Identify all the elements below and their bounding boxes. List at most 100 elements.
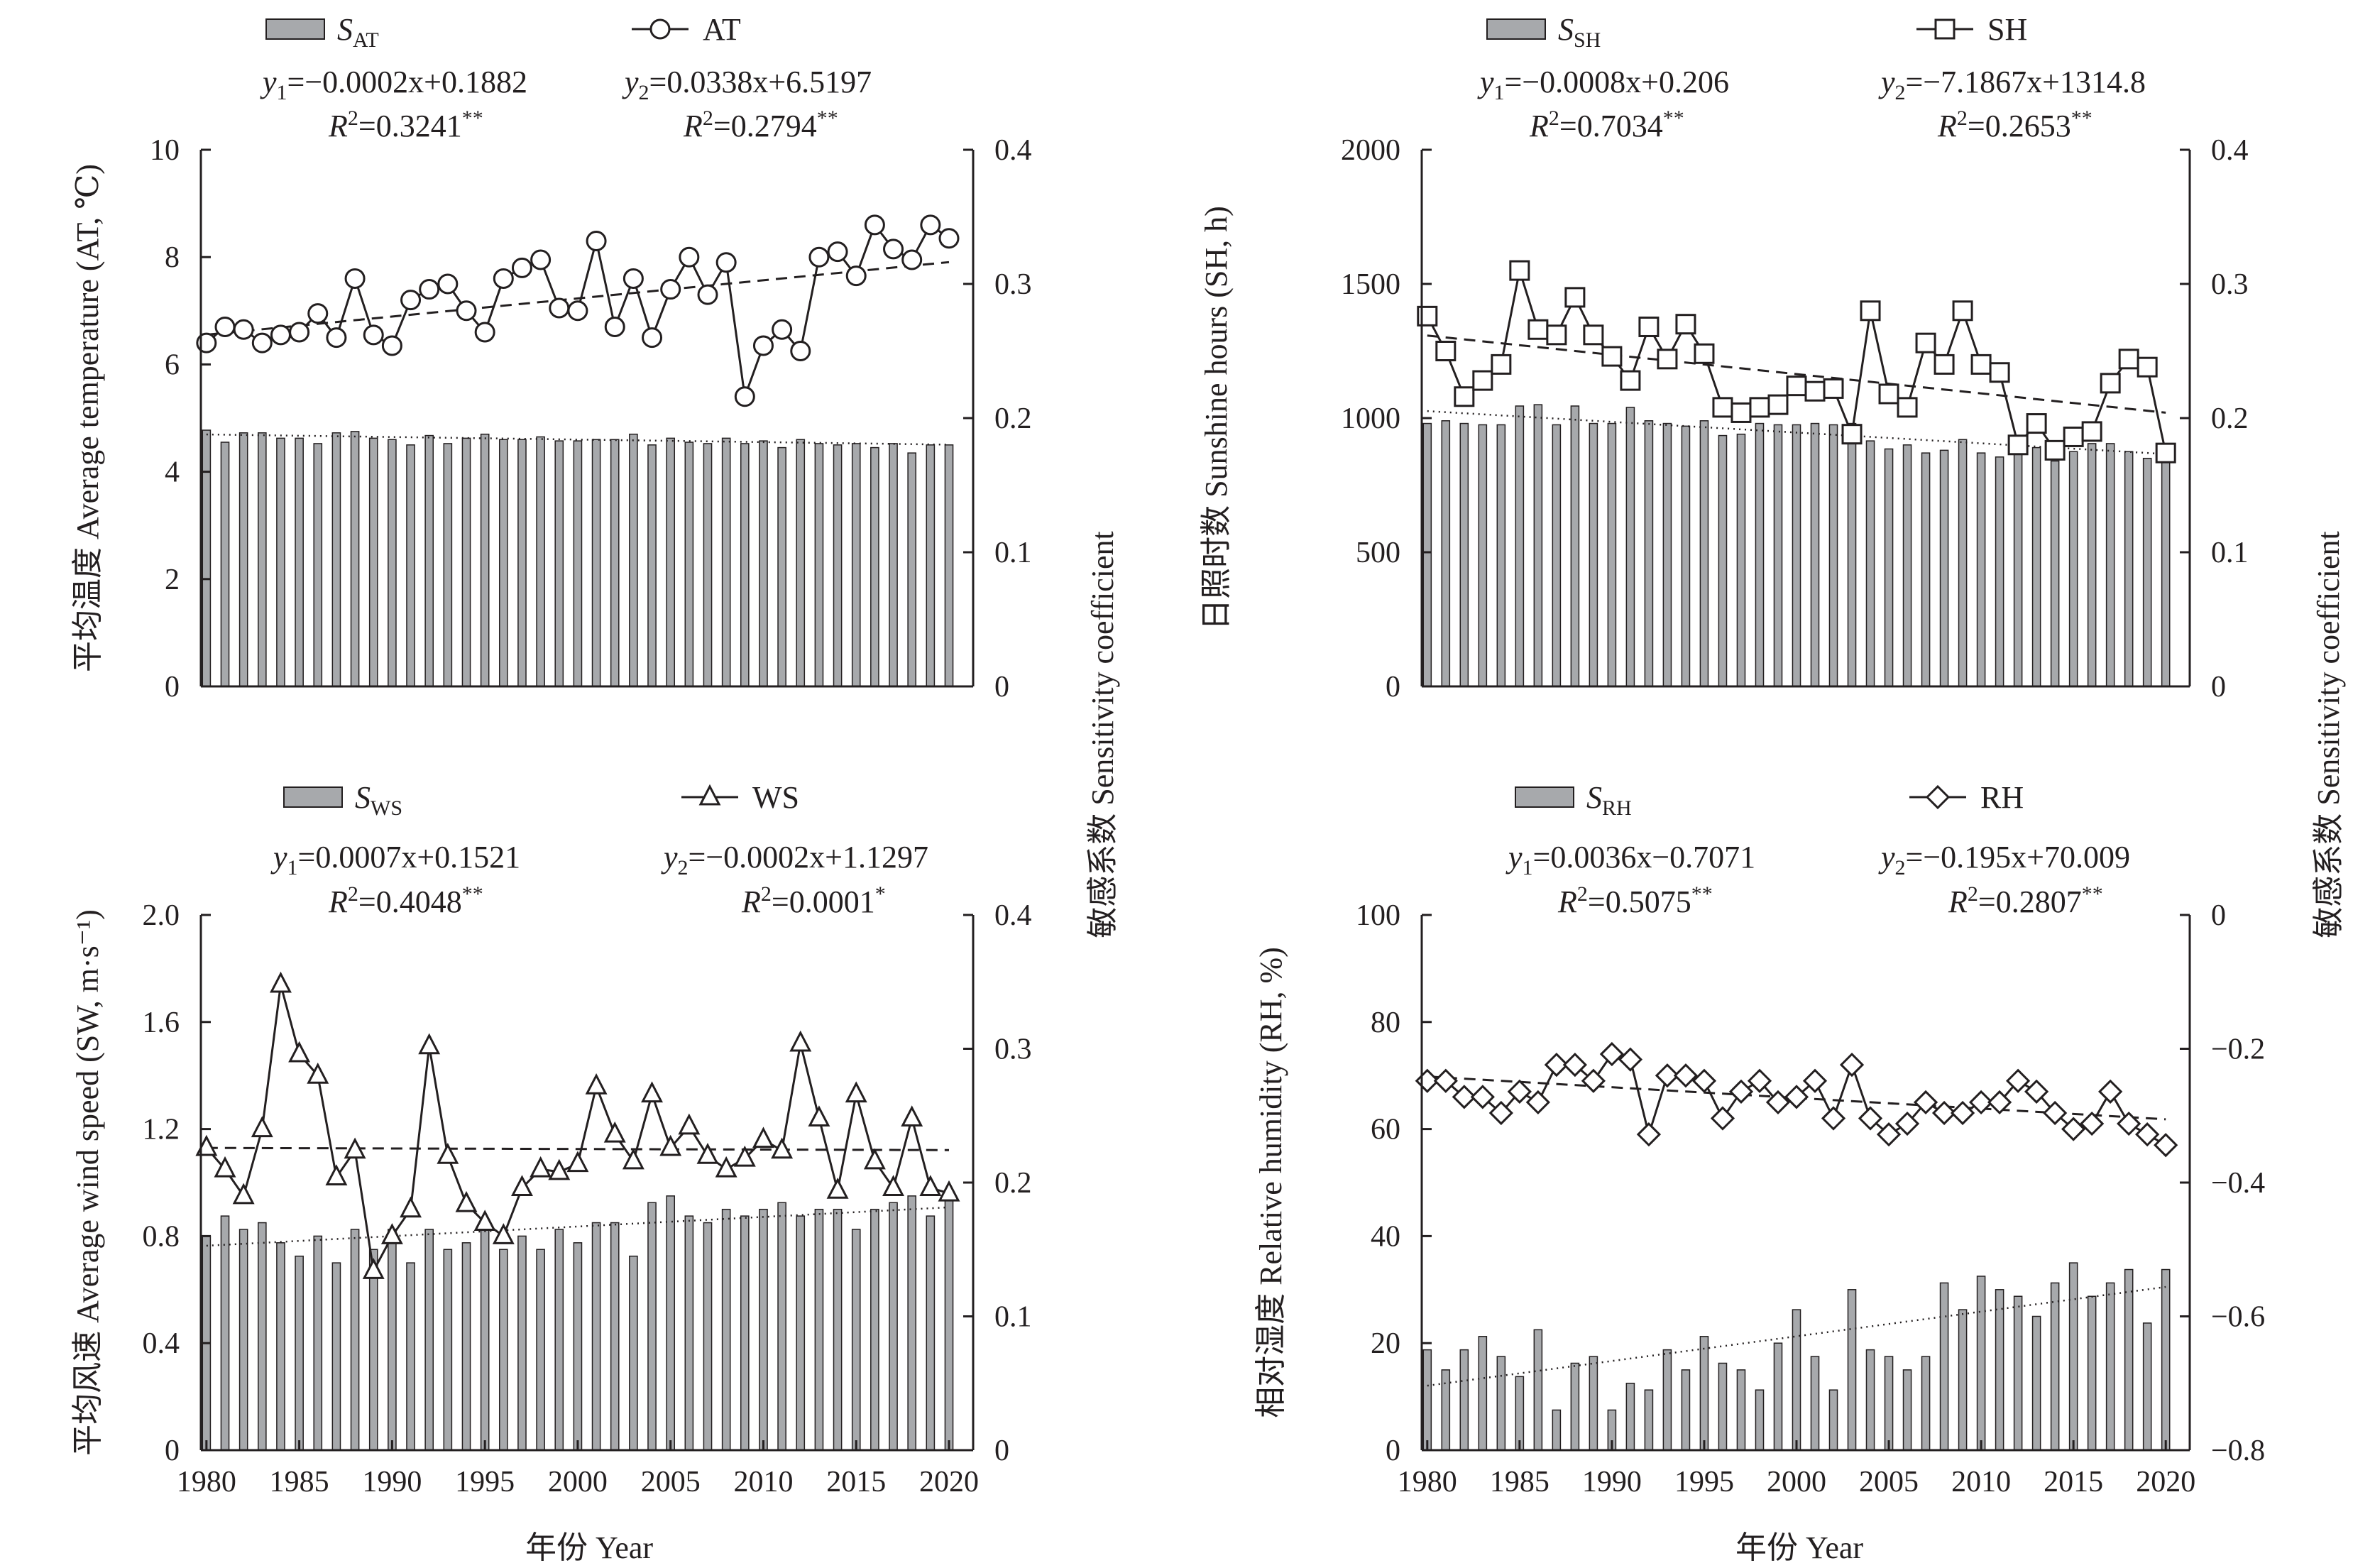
point-at-1987 xyxy=(326,327,347,349)
x-tick-label-rh-2010: 2010 xyxy=(1951,1466,2011,1498)
bar-rh-2006 xyxy=(1902,1369,1912,1451)
point-ws-1999 xyxy=(548,1158,571,1180)
bar-at-2009 xyxy=(740,443,750,687)
bar-at-1983 xyxy=(257,432,267,687)
x-tick-label-rh-2020: 2020 xyxy=(2136,1466,2195,1498)
bar-ws-1994 xyxy=(461,1242,471,1451)
point-ws-1986 xyxy=(307,1062,329,1084)
right-tick-label-rh-3: −0.2 xyxy=(2211,1034,2265,1066)
bar-at-2005 xyxy=(666,437,676,687)
bar-sh-2005 xyxy=(1884,448,1894,687)
point-at-2013 xyxy=(808,246,830,268)
bar-ws-1993 xyxy=(443,1249,453,1451)
bar-sh-1980 xyxy=(1422,422,1432,687)
bar-rh-1981 xyxy=(1441,1369,1451,1451)
point-ws-2015 xyxy=(845,1081,867,1103)
point-ws-1983 xyxy=(251,1116,273,1138)
point-ws-1996 xyxy=(492,1223,515,1244)
bar-sh-1986 xyxy=(1533,404,1543,687)
bar-at-1995 xyxy=(480,433,490,687)
bar-sh-1985 xyxy=(1515,405,1525,687)
left-tick-label-at-1: 2 xyxy=(165,564,180,596)
bar-at-2012 xyxy=(796,439,806,687)
bar-ws-1983 xyxy=(257,1222,267,1451)
point-at-1983 xyxy=(251,332,273,353)
bar-sh-1983 xyxy=(1478,424,1488,687)
bar-at-1997 xyxy=(517,439,527,687)
bar-sh-2018 xyxy=(2124,451,2134,687)
bar-sh-2016 xyxy=(2087,443,2097,687)
x-tick-label-rh-2015: 2015 xyxy=(2044,1466,2103,1498)
right-axis-title-top: 敏感系数 Sensitivity coefficient xyxy=(1085,531,1120,938)
bar-ws-1987 xyxy=(331,1262,341,1451)
bar-rh-1986 xyxy=(1533,1329,1543,1451)
point-ws-2018 xyxy=(901,1105,923,1127)
equation-r1-rh-sup: 2 xyxy=(1577,882,1588,906)
point-rh-1993 xyxy=(1655,1063,1680,1088)
left-tick-label-sh-4: 2000 xyxy=(1341,134,1400,167)
bar-rh-1982 xyxy=(1459,1349,1469,1451)
equation-r2-at-var: R xyxy=(683,109,703,143)
equation-y2-ws-sub: 2 xyxy=(678,856,689,879)
point-sh-1998 xyxy=(1749,397,1770,418)
bar-ws-1986 xyxy=(313,1235,323,1451)
bar-sh-2020 xyxy=(2161,454,2171,687)
equation-y2-rh-sub: 2 xyxy=(1895,856,1906,879)
equation-y2-sh: y2=−7.1867x+1314.8 xyxy=(1878,65,2146,104)
point-rh-2010 xyxy=(1968,1090,1994,1115)
point-rh-2011 xyxy=(1987,1090,2012,1115)
x-tick-label-rh-1980: 1980 xyxy=(1398,1466,1457,1498)
bar-at-2007 xyxy=(703,443,713,687)
equation-y1-at-var: y xyxy=(260,65,277,99)
bar-at-2008 xyxy=(721,437,731,687)
bar-ws-1992 xyxy=(424,1229,434,1451)
equation-y1-at: y1=−0.0002x+0.1882 xyxy=(260,65,527,104)
bar-ws-1999 xyxy=(554,1229,564,1451)
point-rh-1994 xyxy=(1673,1063,1699,1088)
point-sh-1989 xyxy=(1583,324,1604,346)
point-rh-1997 xyxy=(1728,1079,1754,1104)
equation-r1-at-var: R xyxy=(328,109,348,143)
bar-rh-2016 xyxy=(2087,1295,2097,1451)
bar-at-2019 xyxy=(926,444,936,687)
bar-rh-1987 xyxy=(1552,1409,1562,1451)
bar-ws-2002 xyxy=(610,1222,620,1451)
left-axis-title-rh: 相对湿度 Relative humidity (RH, %) xyxy=(1254,947,1288,1418)
legend-marker-sh xyxy=(1934,18,1956,40)
left-tick-label-at-2: 4 xyxy=(165,456,180,489)
bar-sh-2006 xyxy=(1902,444,1912,687)
equation-r2-ws-stars: * xyxy=(875,882,886,906)
bar-ws-2008 xyxy=(721,1208,731,1451)
bar-at-2004 xyxy=(647,444,657,687)
bar-at-1988 xyxy=(350,431,360,687)
equation-y1-sh-var: y xyxy=(1477,65,1494,99)
equation-r1-rh: R2=0.5075** xyxy=(1557,882,1713,919)
bar-sh-1984 xyxy=(1496,424,1506,687)
point-at-2017 xyxy=(883,239,904,260)
left-tick-label-sh-0: 0 xyxy=(1386,671,1400,703)
bar-rh-2015 xyxy=(2068,1262,2078,1451)
bar-at-1980 xyxy=(202,429,212,687)
bar-sh-2003 xyxy=(1847,422,1857,687)
bar-ws-2003 xyxy=(629,1255,638,1451)
bar-rh-2003 xyxy=(1847,1289,1857,1451)
bar-at-1987 xyxy=(331,432,341,687)
point-sh-2018 xyxy=(2118,349,2139,370)
x-tick-label-rh-2005: 2005 xyxy=(1859,1466,1919,1498)
point-rh-2017 xyxy=(2098,1079,2123,1104)
point-sh-2017 xyxy=(2100,373,2121,394)
x-tick-label-rh-2000: 2000 xyxy=(1767,1466,1826,1498)
bar-at-1982 xyxy=(238,432,248,687)
bar-ws-2020 xyxy=(944,1195,954,1451)
point-ws-2002 xyxy=(603,1121,626,1143)
equation-r2-sh-stars: ** xyxy=(2071,106,2092,130)
equation-r2-at-stars: ** xyxy=(817,106,838,130)
bar-sh-1982 xyxy=(1459,422,1469,687)
bar-rh-2020 xyxy=(2161,1268,2171,1451)
point-at-1992 xyxy=(419,279,440,300)
right-tick-label-sh-0: 0 xyxy=(2211,671,2226,703)
equation-y2-rh: y2=−0.195x+70.009 xyxy=(1878,840,2130,879)
right-tick-label-at-3: 0.3 xyxy=(994,268,1032,301)
point-at-1981 xyxy=(214,316,236,337)
